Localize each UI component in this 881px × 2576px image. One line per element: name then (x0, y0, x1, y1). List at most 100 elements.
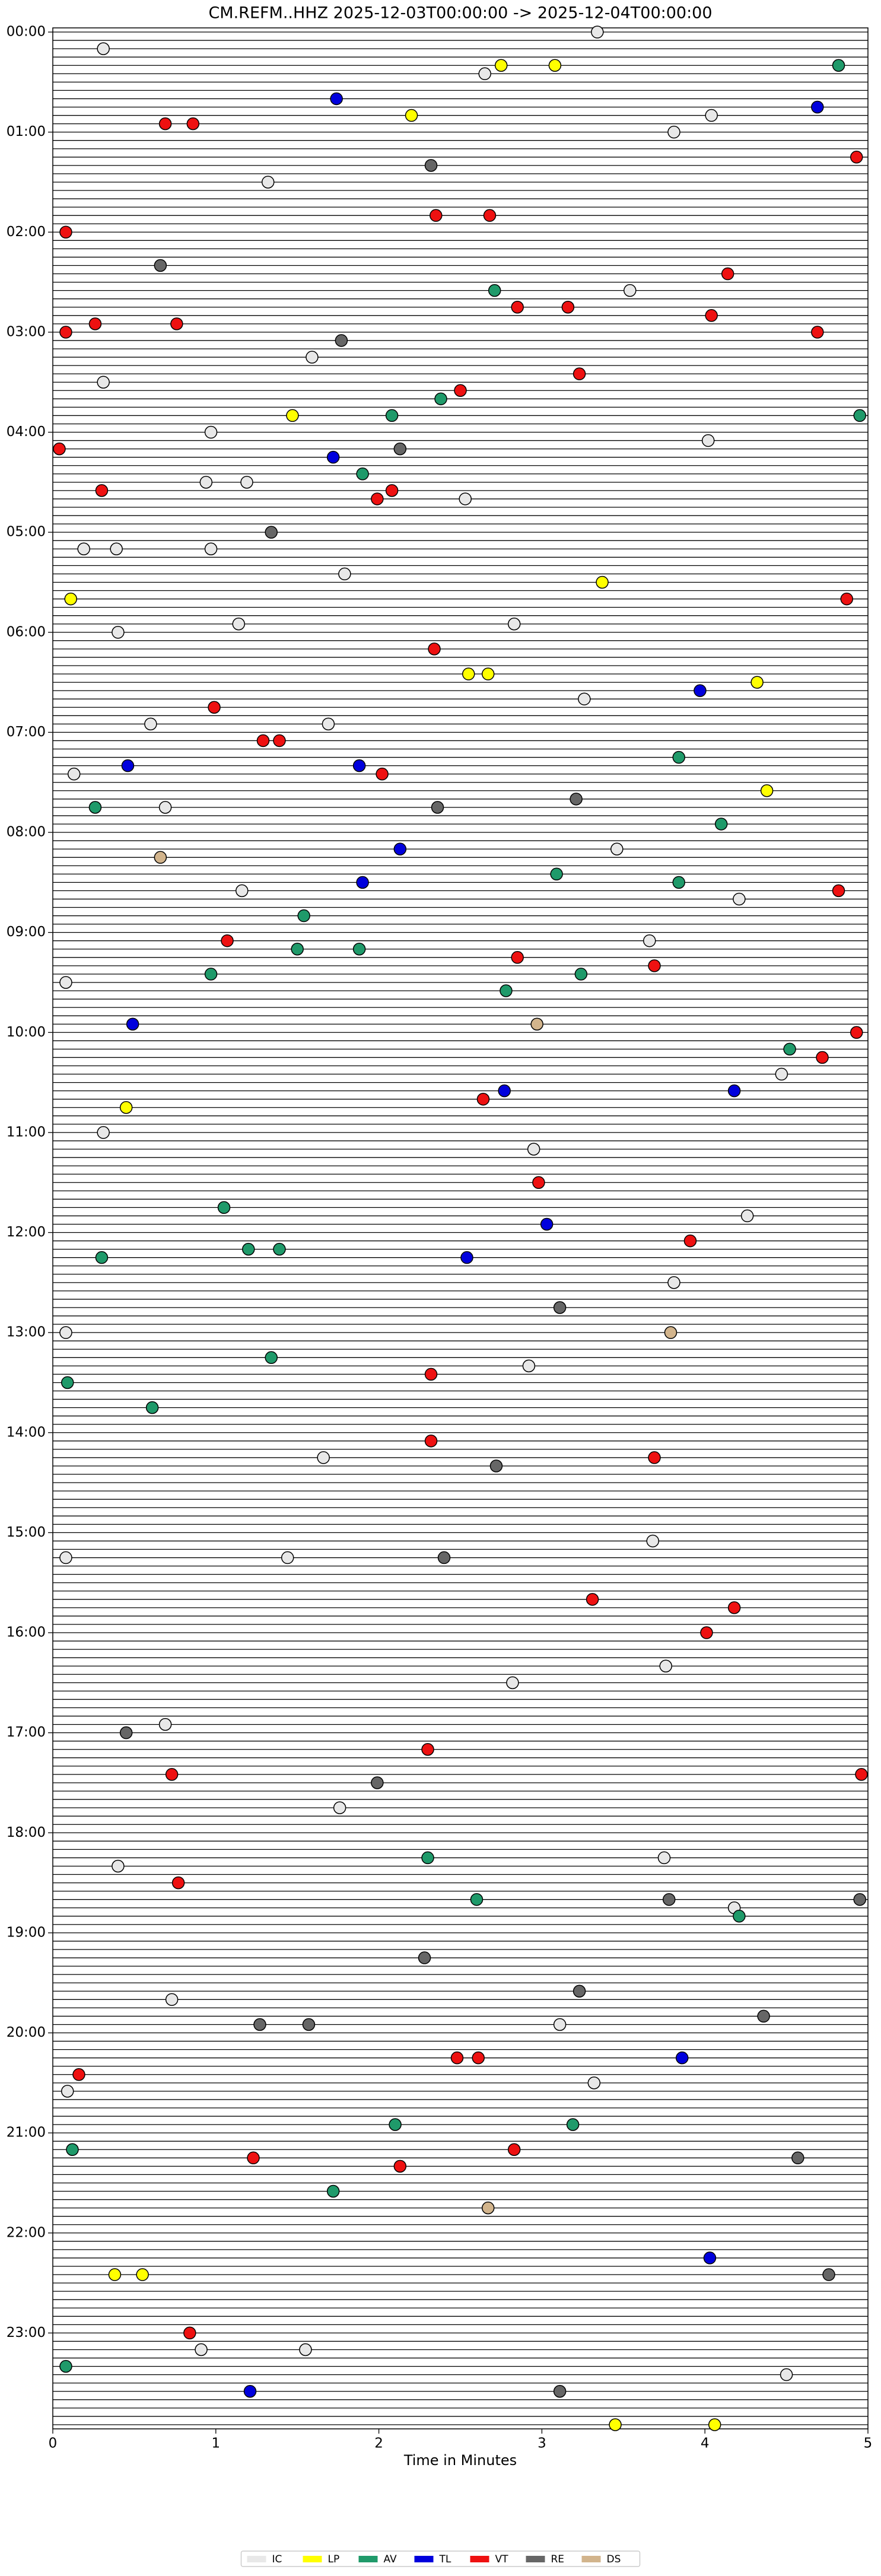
event-marker (500, 984, 513, 997)
event-marker (750, 676, 764, 689)
event-marker (326, 450, 340, 464)
event-marker (273, 1242, 286, 1256)
event-marker (66, 2143, 79, 2157)
event-marker (144, 717, 157, 731)
y-tick-label: 02:00 (7, 224, 46, 240)
event-marker (385, 409, 399, 422)
event-marker (694, 684, 707, 697)
event-marker (356, 468, 369, 481)
event-marker (204, 425, 218, 439)
event-marker (208, 701, 221, 714)
event-marker (121, 759, 135, 772)
event-marker (236, 884, 249, 898)
event-marker (853, 409, 867, 422)
event-marker (532, 1176, 545, 1189)
event-marker (110, 542, 123, 556)
event-marker (624, 284, 637, 297)
event-marker (462, 667, 475, 680)
event-marker (610, 842, 624, 856)
event-marker (708, 2418, 721, 2431)
event-marker (483, 209, 497, 222)
event-marker (832, 59, 845, 72)
y-tick-label: 08:00 (7, 825, 46, 840)
event-marker (333, 1801, 346, 1814)
event-marker (77, 542, 90, 556)
event-marker (421, 1851, 434, 1865)
event-marker (643, 934, 656, 947)
event-marker (578, 692, 591, 705)
event-marker (243, 2385, 257, 2398)
event-marker (430, 209, 443, 222)
x-tick-label: 4 (701, 2436, 710, 2451)
event-marker (265, 526, 278, 539)
event-marker (727, 1601, 741, 1614)
event-marker (675, 2051, 689, 2065)
event-marker (393, 442, 407, 456)
event-marker (204, 968, 218, 981)
event-marker (701, 434, 715, 447)
event-marker (659, 1659, 672, 1672)
event-marker (232, 617, 246, 631)
event-marker (59, 976, 72, 989)
event-marker (317, 1451, 330, 1464)
event-marker (850, 151, 863, 164)
event-marker (291, 943, 304, 956)
event-marker (853, 1893, 867, 1906)
y-tick-label: 09:00 (7, 924, 46, 940)
event-marker (733, 892, 746, 906)
y-tick-label: 03:00 (7, 324, 46, 339)
event-marker (548, 59, 562, 72)
event-marker (855, 1768, 868, 1781)
event-marker (667, 1276, 680, 1289)
event-marker (424, 1367, 438, 1381)
event-marker (61, 2085, 74, 2098)
event-marker (165, 1993, 179, 2006)
legend-label: AV (384, 2553, 397, 2565)
event-marker (261, 176, 275, 189)
y-tick-label: 10:00 (7, 1025, 46, 1040)
event-marker (672, 876, 685, 889)
event-marker (67, 767, 81, 781)
event-marker (700, 1626, 713, 1639)
event-marker (217, 1201, 231, 1214)
event-marker (322, 717, 335, 731)
event-marker (481, 667, 495, 680)
legend-label: TL (439, 2553, 451, 2565)
event-marker (335, 334, 348, 347)
y-tick-label: 13:00 (7, 1325, 46, 1340)
y-tick-label: 06:00 (7, 624, 46, 640)
x-axis-label: Time in Minutes (403, 2452, 517, 2469)
event-marker (385, 484, 399, 497)
x-tick-label: 3 (537, 2436, 546, 2451)
event-marker (553, 1301, 567, 1314)
event-marker (478, 67, 491, 81)
y-tick-label: 16:00 (7, 1625, 46, 1640)
event-marker (59, 1551, 72, 1564)
event-marker (489, 1459, 503, 1473)
event-marker (811, 326, 824, 339)
y-tick-label: 22:00 (7, 2225, 46, 2240)
event-marker (727, 1084, 741, 1098)
event-marker (573, 1985, 586, 1998)
traces (53, 31, 868, 2425)
event-marker (165, 1768, 179, 1781)
event-marker (587, 2076, 601, 2090)
event-marker (683, 1234, 697, 1248)
y-tick-label: 12:00 (7, 1225, 46, 1240)
legend-label: RE (551, 2553, 565, 2565)
event-marker (664, 1326, 678, 1339)
legend-swatch (303, 2556, 322, 2562)
event-marker (667, 125, 680, 139)
event-marker (112, 1859, 125, 1873)
event-marker (566, 2118, 580, 2131)
chart-title: CM.REFM..HHZ 2025-12-03T00:00:00 -> 2025… (208, 4, 712, 23)
event-marker (775, 1067, 788, 1081)
event-marker (434, 392, 447, 406)
event-marker (338, 567, 351, 581)
event-marker (97, 376, 110, 389)
event-marker (281, 1551, 294, 1564)
event-marker (393, 2160, 407, 2173)
event-marker (297, 909, 310, 923)
event-marker (97, 1126, 110, 1139)
